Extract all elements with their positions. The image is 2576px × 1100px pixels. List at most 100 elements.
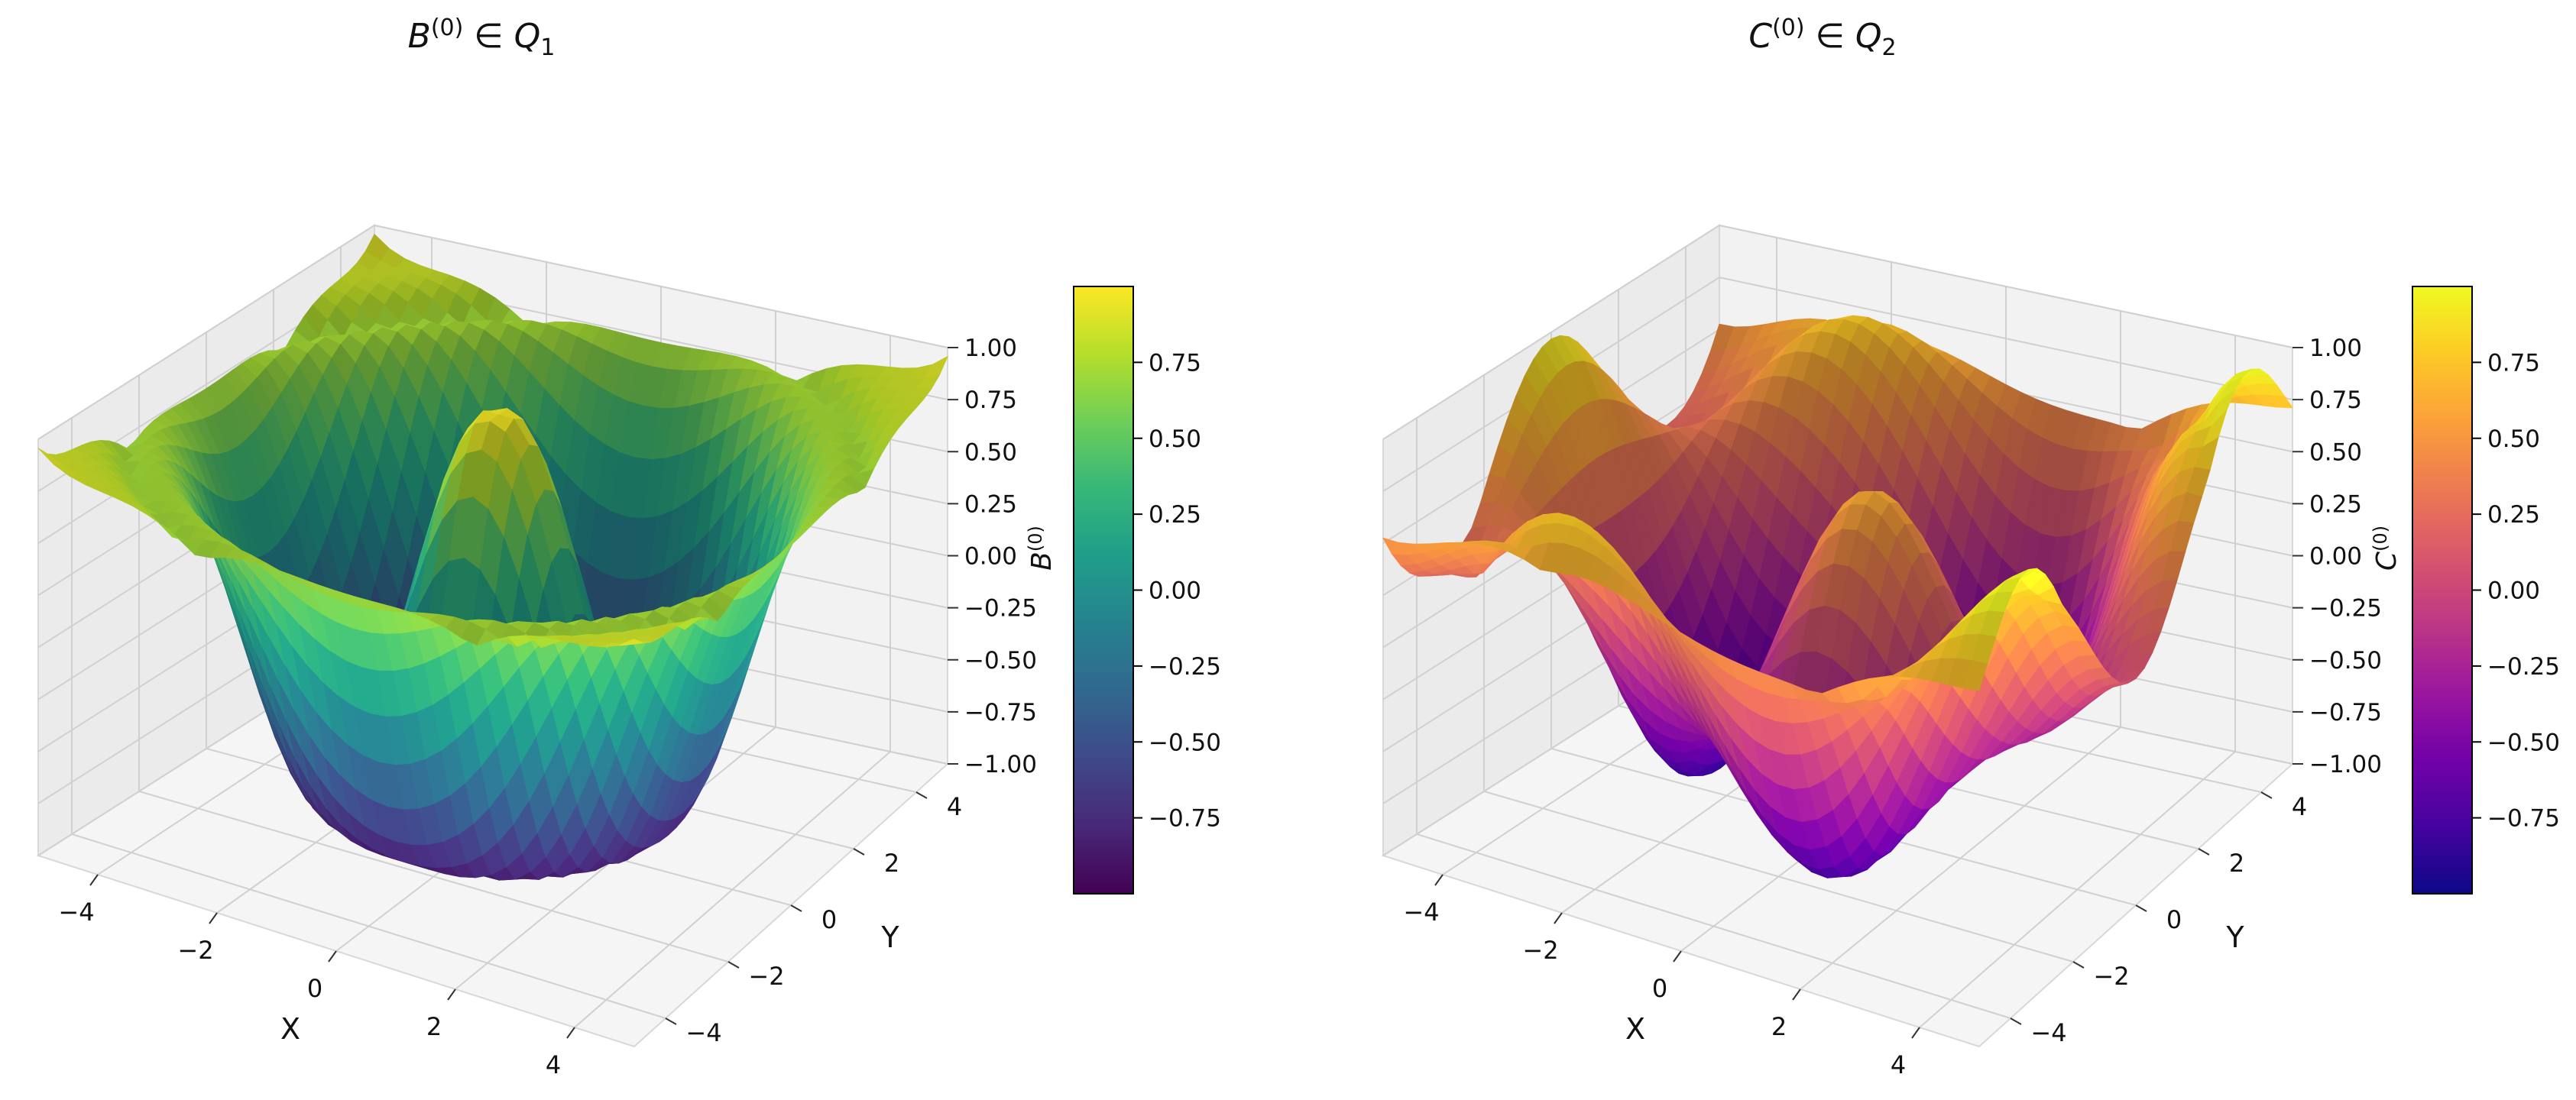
x-tick-label: −4 xyxy=(1403,898,1439,927)
y-tick-mark xyxy=(2010,1017,2022,1025)
colorbar-tick-label: −0.50 xyxy=(2487,729,2560,756)
colorbar-tick-label: −0.75 xyxy=(2487,805,2560,833)
z-tick-label: 0.25 xyxy=(2309,490,2362,518)
title-set: Q xyxy=(1855,17,1882,56)
y-tick-mark xyxy=(2260,791,2273,799)
x-tick-label: 0 xyxy=(1652,974,1667,1003)
z-label-symbol: C xyxy=(2371,551,2403,571)
z-tick-label: −0.75 xyxy=(964,699,1037,726)
y-tick-label: 2 xyxy=(2229,849,2244,878)
z-tick-label: −0.25 xyxy=(2309,595,2382,623)
colorbar-tick-label: −0.75 xyxy=(1149,805,1221,833)
z-label-superscript: (0) xyxy=(1025,526,1046,552)
surface-plot xyxy=(1382,315,2293,878)
colorbar-tick-label: 0.25 xyxy=(1149,501,1201,529)
x-tick-mark xyxy=(209,912,218,924)
z-tick-label: −0.25 xyxy=(964,595,1037,623)
title-superscript: (0) xyxy=(1772,15,1805,41)
x-tick-label: −2 xyxy=(177,936,213,965)
x-tick-label: 2 xyxy=(426,1012,442,1041)
y-tick-mark xyxy=(2198,848,2210,856)
axis-ticks: −4−2024−4−2024−1.00−0.75−0.50−0.250.000.… xyxy=(1403,335,2382,1079)
z-tick-label: −1.00 xyxy=(2309,751,2382,778)
grid-line-z xyxy=(1382,224,2293,440)
colorbar: −0.75 −0.50 −0.25 0.00 0.25 0.50 0.75 xyxy=(2412,286,2560,895)
z-tick-label: 1.00 xyxy=(964,335,1017,362)
colorbar-tick-label: 0.25 xyxy=(2487,501,2540,529)
y-tick-label: −4 xyxy=(2030,1018,2066,1047)
z-label-symbol: B xyxy=(1026,552,1058,571)
y-axis-label: Y xyxy=(2225,920,2244,954)
colorbar-tick-label: 0.75 xyxy=(2487,349,2540,377)
x-tick-mark xyxy=(566,1027,575,1039)
z-tick-label: −0.75 xyxy=(2309,699,2382,726)
x-tick-label: 0 xyxy=(307,974,322,1003)
surface-facet xyxy=(618,639,644,646)
z-tick-label: 1.00 xyxy=(2309,335,2362,362)
x-tick-mark xyxy=(1673,950,1682,962)
surface-facet xyxy=(1962,660,1988,691)
z-tick-label: −0.50 xyxy=(2309,647,2382,675)
y-axis-label: Y xyxy=(880,920,899,954)
title-superscript: (0) xyxy=(431,15,464,41)
colorbar-tick-label: −0.25 xyxy=(1149,653,1221,681)
title-symbol: B xyxy=(408,17,431,56)
x-tick-mark xyxy=(1554,912,1563,924)
title-set: Q xyxy=(514,17,541,56)
x-tick-label: −2 xyxy=(1522,936,1558,965)
y-tick-label: 4 xyxy=(947,792,962,821)
x-tick-mark xyxy=(89,874,99,886)
x-tick-label: 4 xyxy=(1891,1050,1906,1079)
x-axis-label: X xyxy=(280,1012,300,1046)
y-tick-label: −4 xyxy=(685,1018,721,1047)
colorbar-tick-label: −0.25 xyxy=(2487,653,2560,681)
chart-title: C(0) ∈ Q2 xyxy=(1748,15,1896,61)
x-tick-mark xyxy=(1792,988,1801,1001)
colorbar: −0.75 −0.50 −0.25 0.00 0.25 0.50 0.75 xyxy=(1073,286,1221,895)
z-tick-label: 0.00 xyxy=(2309,543,2362,571)
x-tick-mark xyxy=(1911,1027,1920,1039)
surface-plot xyxy=(37,233,949,881)
z-label-superscript: (0) xyxy=(2370,526,2391,552)
colorbar-tick-label: 0.00 xyxy=(2487,578,2540,605)
grid-line-z xyxy=(1382,277,2293,492)
colorbar-tick-label: 0.75 xyxy=(1149,349,1201,377)
x-axis-label: X xyxy=(1625,1012,1645,1046)
y-tick-label: 2 xyxy=(884,849,899,878)
chart-title: B(0) ∈ Q1 xyxy=(408,15,556,61)
y-tick-label: 4 xyxy=(2292,792,2307,821)
colorbar-tick-label: 0.00 xyxy=(1149,578,1201,605)
colorbar-tick-label: 0.50 xyxy=(2487,425,2540,453)
colorbar-gradient xyxy=(1073,286,1134,895)
y-tick-label: 0 xyxy=(821,905,837,934)
y-tick-mark xyxy=(727,961,740,969)
z-tick-label: 0.75 xyxy=(964,387,1017,414)
colorbar-gradient xyxy=(2412,286,2473,895)
chart-panel-b0: B(0) ∈ Q1 −4−2024−4−2024−1.00−0.75−0.50−… xyxy=(36,15,1221,1079)
y-tick-mark xyxy=(915,791,928,799)
axis-ticks: −4−2024−4−2024−1.00−0.75−0.50−0.250.000.… xyxy=(58,335,1037,1079)
y-tick-mark xyxy=(2072,961,2085,969)
z-tick-label: −0.50 xyxy=(964,647,1037,675)
z-tick-label: 0.50 xyxy=(2309,438,2362,466)
x-tick-mark xyxy=(447,988,456,1001)
x-tick-label: 4 xyxy=(546,1050,561,1079)
grid-line-z xyxy=(37,224,948,440)
y-tick-label: −2 xyxy=(2093,962,2129,991)
x-tick-label: 2 xyxy=(1771,1012,1787,1041)
y-tick-mark xyxy=(790,904,802,912)
z-tick-label: −1.00 xyxy=(964,751,1037,778)
title-subscript: 1 xyxy=(540,34,555,61)
z-tick-label: 0.00 xyxy=(964,543,1017,571)
x-tick-mark xyxy=(1434,874,1444,886)
z-tick-label: 0.50 xyxy=(964,438,1017,466)
title-subscript: 2 xyxy=(1882,34,1897,61)
y-tick-mark xyxy=(665,1017,677,1025)
y-tick-label: −2 xyxy=(748,962,784,991)
y-tick-mark xyxy=(2135,904,2147,912)
y-tick-mark xyxy=(853,848,865,856)
y-tick-label: 0 xyxy=(2166,905,2182,934)
z-axis-label: C(0) xyxy=(2370,526,2403,571)
colorbar-tick-label: 0.50 xyxy=(1149,425,1201,453)
